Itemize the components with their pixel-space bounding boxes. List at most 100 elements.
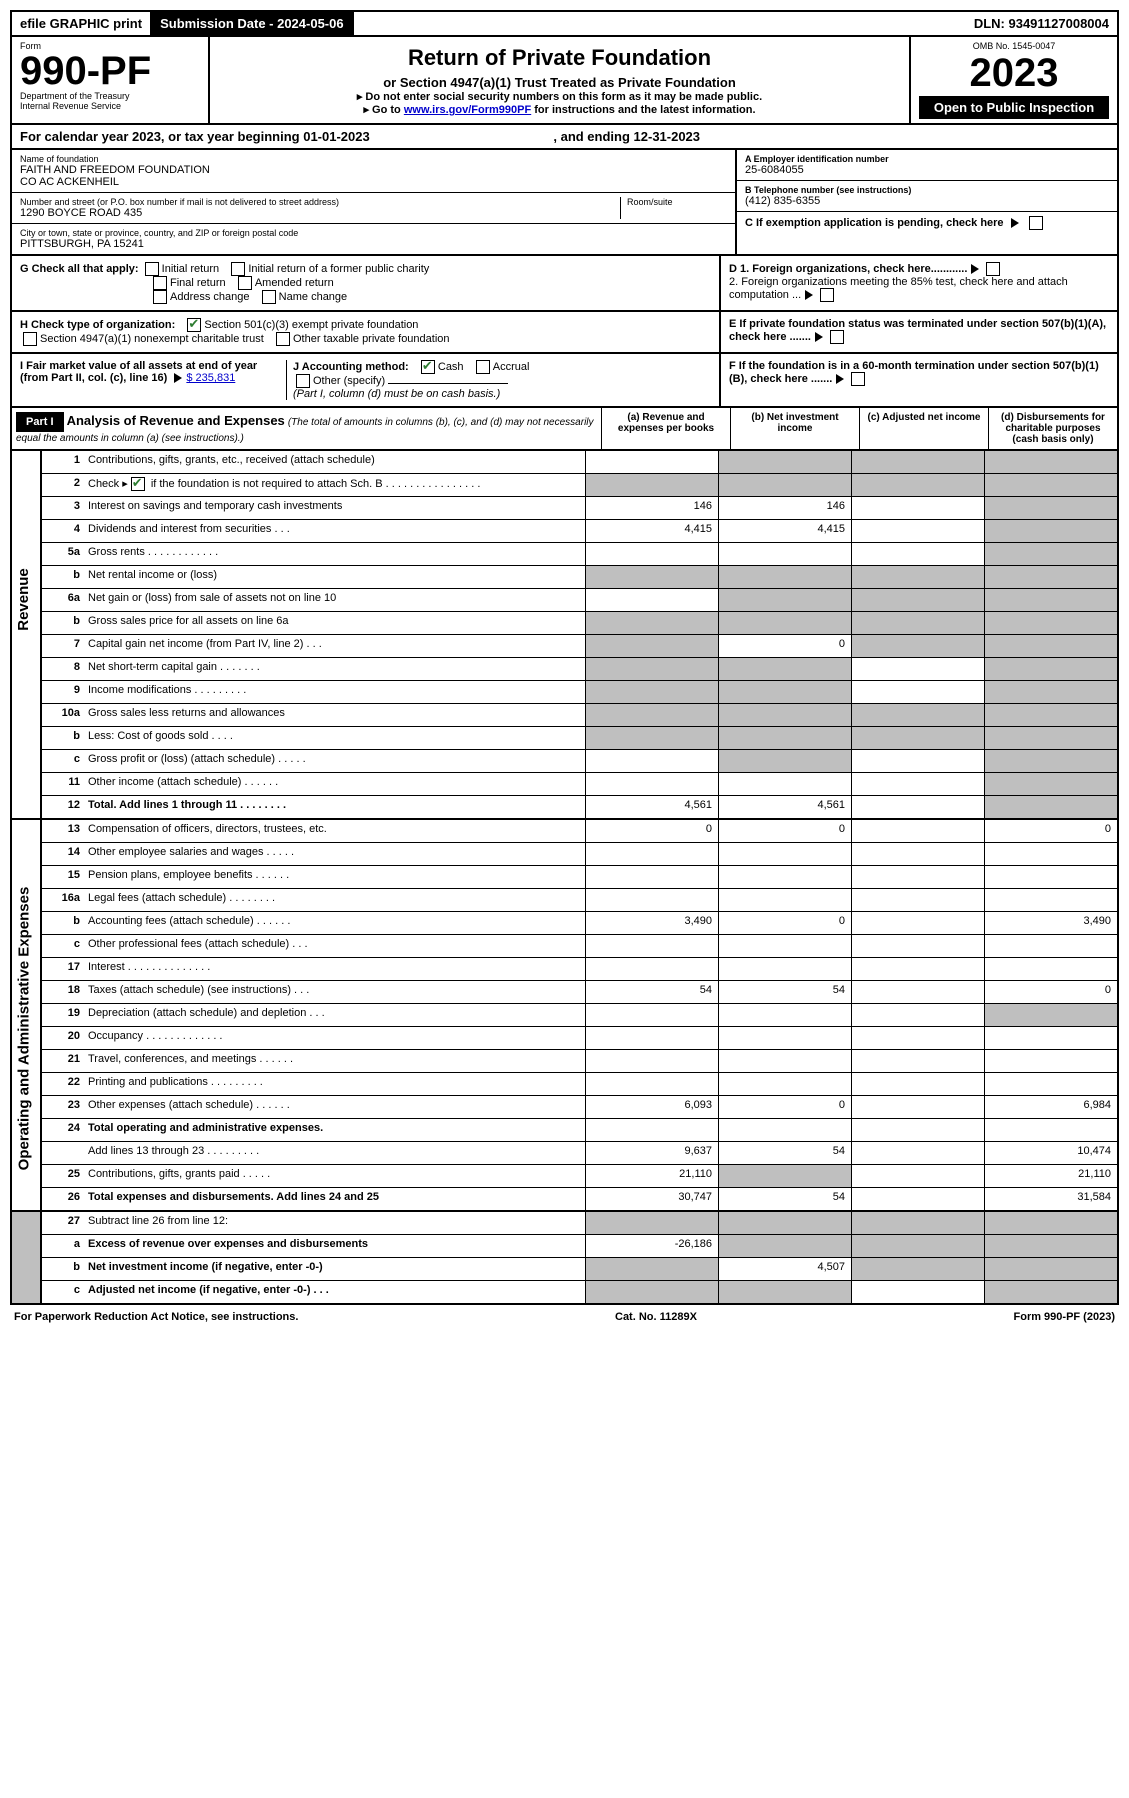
- arrow-icon: [971, 264, 979, 274]
- row-5b: bNet rental income or (loss): [42, 566, 1117, 589]
- row-16a: 16aLegal fees (attach schedule) . . . . …: [42, 889, 1117, 912]
- h3-checkbox[interactable]: [276, 332, 290, 346]
- d1-checkbox[interactable]: [986, 262, 1000, 276]
- row-10a: 10aGross sales less returns and allowanc…: [42, 704, 1117, 727]
- schb-checkbox[interactable]: [131, 477, 145, 491]
- row-24-title: 24Total operating and administrative exp…: [42, 1119, 1117, 1142]
- ein-value: 25-6084055: [745, 164, 1109, 176]
- row-27b: bNet investment income (if negative, ent…: [42, 1258, 1117, 1281]
- tax-year: 2023: [919, 51, 1109, 96]
- g6-label: Name change: [279, 291, 348, 303]
- part1-desc: Part I Analysis of Revenue and Expenses …: [12, 408, 601, 449]
- calendar-year: For calendar year 2023, or tax year begi…: [10, 125, 1119, 150]
- d1-label: D 1. Foreign organizations, check here..…: [729, 263, 967, 275]
- revenue-table: Revenue 1Contributions, gifts, grants, e…: [10, 451, 1119, 820]
- header-left: Form 990-PF Department of the Treasury I…: [12, 37, 210, 123]
- row-17: 17Interest . . . . . . . . . . . . . .: [42, 958, 1117, 981]
- row-4: 4Dividends and interest from securities …: [42, 520, 1117, 543]
- g-label: G Check all that apply:: [20, 263, 139, 275]
- g4-checkbox[interactable]: [238, 276, 252, 290]
- expenses-label: Operating and Administrative Expenses: [15, 887, 32, 1171]
- ij-section: I Fair market value of all assets at end…: [12, 354, 719, 406]
- phone-value: (412) 835-6355: [745, 195, 1109, 207]
- j1-checkbox[interactable]: [421, 360, 435, 374]
- top-bar: efile GRAPHIC print Submission Date - 20…: [10, 10, 1119, 37]
- form-title: Return of Private Foundation: [218, 45, 901, 71]
- city-value: PITTSBURGH, PA 15241: [20, 238, 727, 250]
- addr-label: Number and street (or P.O. box number if…: [20, 197, 620, 207]
- c-cell: C If exemption application is pending, c…: [737, 212, 1117, 234]
- row-18: 18Taxes (attach schedule) (see instructi…: [42, 981, 1117, 1004]
- row-3: 3Interest on savings and temporary cash …: [42, 497, 1117, 520]
- col-c-header: (c) Adjusted net income: [859, 408, 988, 449]
- dln: DLN: 93491127008004: [966, 12, 1117, 35]
- cal-pre: For calendar year 2023, or tax year begi…: [20, 129, 370, 144]
- city-label: City or town, state or province, country…: [20, 228, 727, 238]
- info-left: Name of foundation FAITH AND FREEDOM FOU…: [12, 150, 735, 254]
- f-checkbox[interactable]: [851, 372, 865, 386]
- g6-checkbox[interactable]: [262, 290, 276, 304]
- row-16b: bAccounting fees (attach schedule) . . .…: [42, 912, 1117, 935]
- part1-title: Analysis of Revenue and Expenses: [67, 413, 285, 428]
- g2-checkbox[interactable]: [231, 262, 245, 276]
- form990pf-link[interactable]: www.irs.gov/Form990PF: [404, 104, 531, 116]
- arrow-icon: [805, 290, 813, 300]
- g-section: G Check all that apply: Initial return I…: [12, 256, 719, 310]
- d2-checkbox[interactable]: [820, 288, 834, 302]
- row-10b: bLess: Cost of goods sold . . . .: [42, 727, 1117, 750]
- row-8: 8Net short-term capital gain . . . . . .…: [42, 658, 1117, 681]
- d-section: D 1. Foreign organizations, check here..…: [719, 256, 1117, 310]
- open-public: Open to Public Inspection: [919, 96, 1109, 119]
- row-5a: 5aGross rents . . . . . . . . . . . .: [42, 543, 1117, 566]
- ein-cell: A Employer identification number 25-6084…: [737, 150, 1117, 181]
- bottom-side: [12, 1212, 42, 1303]
- row-23: 23Other expenses (attach schedule) . . .…: [42, 1096, 1117, 1119]
- bottom-rows: 27Subtract line 26 from line 12: aExcess…: [42, 1212, 1117, 1303]
- arrow-icon: [174, 373, 182, 383]
- row-12: 12Total. Add lines 1 through 11 . . . . …: [42, 796, 1117, 818]
- check-section-3: I Fair market value of all assets at end…: [10, 354, 1119, 408]
- note2-pre: ▸ Go to: [363, 104, 403, 116]
- e-section: E If private foundation status was termi…: [719, 312, 1117, 352]
- row-9: 9Income modifications . . . . . . . . .: [42, 681, 1117, 704]
- row-11: 11Other income (attach schedule) . . . .…: [42, 773, 1117, 796]
- expenses-side: Operating and Administrative Expenses: [12, 820, 42, 1210]
- header-center: Return of Private Foundation or Section …: [210, 37, 911, 123]
- col-b-header: (b) Net investment income: [730, 408, 859, 449]
- name-1: FAITH AND FREEDOM FOUNDATION: [20, 164, 727, 176]
- ein-label: A Employer identification number: [745, 154, 1109, 164]
- footer-right: Form 990-PF (2023): [1014, 1311, 1115, 1323]
- row-10c: cGross profit or (loss) (attach schedule…: [42, 750, 1117, 773]
- row-14: 14Other employee salaries and wages . . …: [42, 843, 1117, 866]
- h2-label: Section 4947(a)(1) nonexempt charitable …: [40, 333, 264, 345]
- d2-label: 2. Foreign organizations meeting the 85%…: [729, 276, 1068, 301]
- h2-checkbox[interactable]: [23, 332, 37, 346]
- check-section-1: G Check all that apply: Initial return I…: [10, 256, 1119, 312]
- g5-checkbox[interactable]: [153, 290, 167, 304]
- g3-checkbox[interactable]: [153, 276, 167, 290]
- j1-label: Cash: [438, 361, 464, 373]
- i-value-link[interactable]: $ 235,831: [186, 372, 235, 384]
- h1-checkbox[interactable]: [187, 318, 201, 332]
- e-checkbox[interactable]: [830, 330, 844, 344]
- g5-label: Address change: [170, 291, 250, 303]
- row-6a: 6aNet gain or (loss) from sale of assets…: [42, 589, 1117, 612]
- f-section: F If the foundation is in a 60-month ter…: [719, 354, 1117, 406]
- room-label: Room/suite: [627, 197, 727, 207]
- col-a-header: (a) Revenue and expenses per books: [601, 408, 730, 449]
- c-checkbox[interactable]: [1029, 216, 1043, 230]
- addr-value: 1290 BOYCE ROAD 435: [20, 207, 620, 219]
- row-22: 22Printing and publications . . . . . . …: [42, 1073, 1117, 1096]
- g1-checkbox[interactable]: [145, 262, 159, 276]
- row-1: 1Contributions, gifts, grants, etc., rec…: [42, 451, 1117, 474]
- form-subtitle: or Section 4947(a)(1) Trust Treated as P…: [218, 75, 901, 90]
- j3-checkbox[interactable]: [296, 374, 310, 388]
- header-right: OMB No. 1545-0047 2023 Open to Public In…: [911, 37, 1117, 123]
- revenue-label: Revenue: [15, 568, 32, 631]
- j2-label: Accrual: [493, 361, 530, 373]
- g1-label: Initial return: [162, 263, 219, 275]
- phone-cell: B Telephone number (see instructions) (4…: [737, 181, 1117, 212]
- footer-left: For Paperwork Reduction Act Notice, see …: [14, 1311, 298, 1323]
- j2-checkbox[interactable]: [476, 360, 490, 374]
- info-block: Name of foundation FAITH AND FREEDOM FOU…: [10, 150, 1119, 256]
